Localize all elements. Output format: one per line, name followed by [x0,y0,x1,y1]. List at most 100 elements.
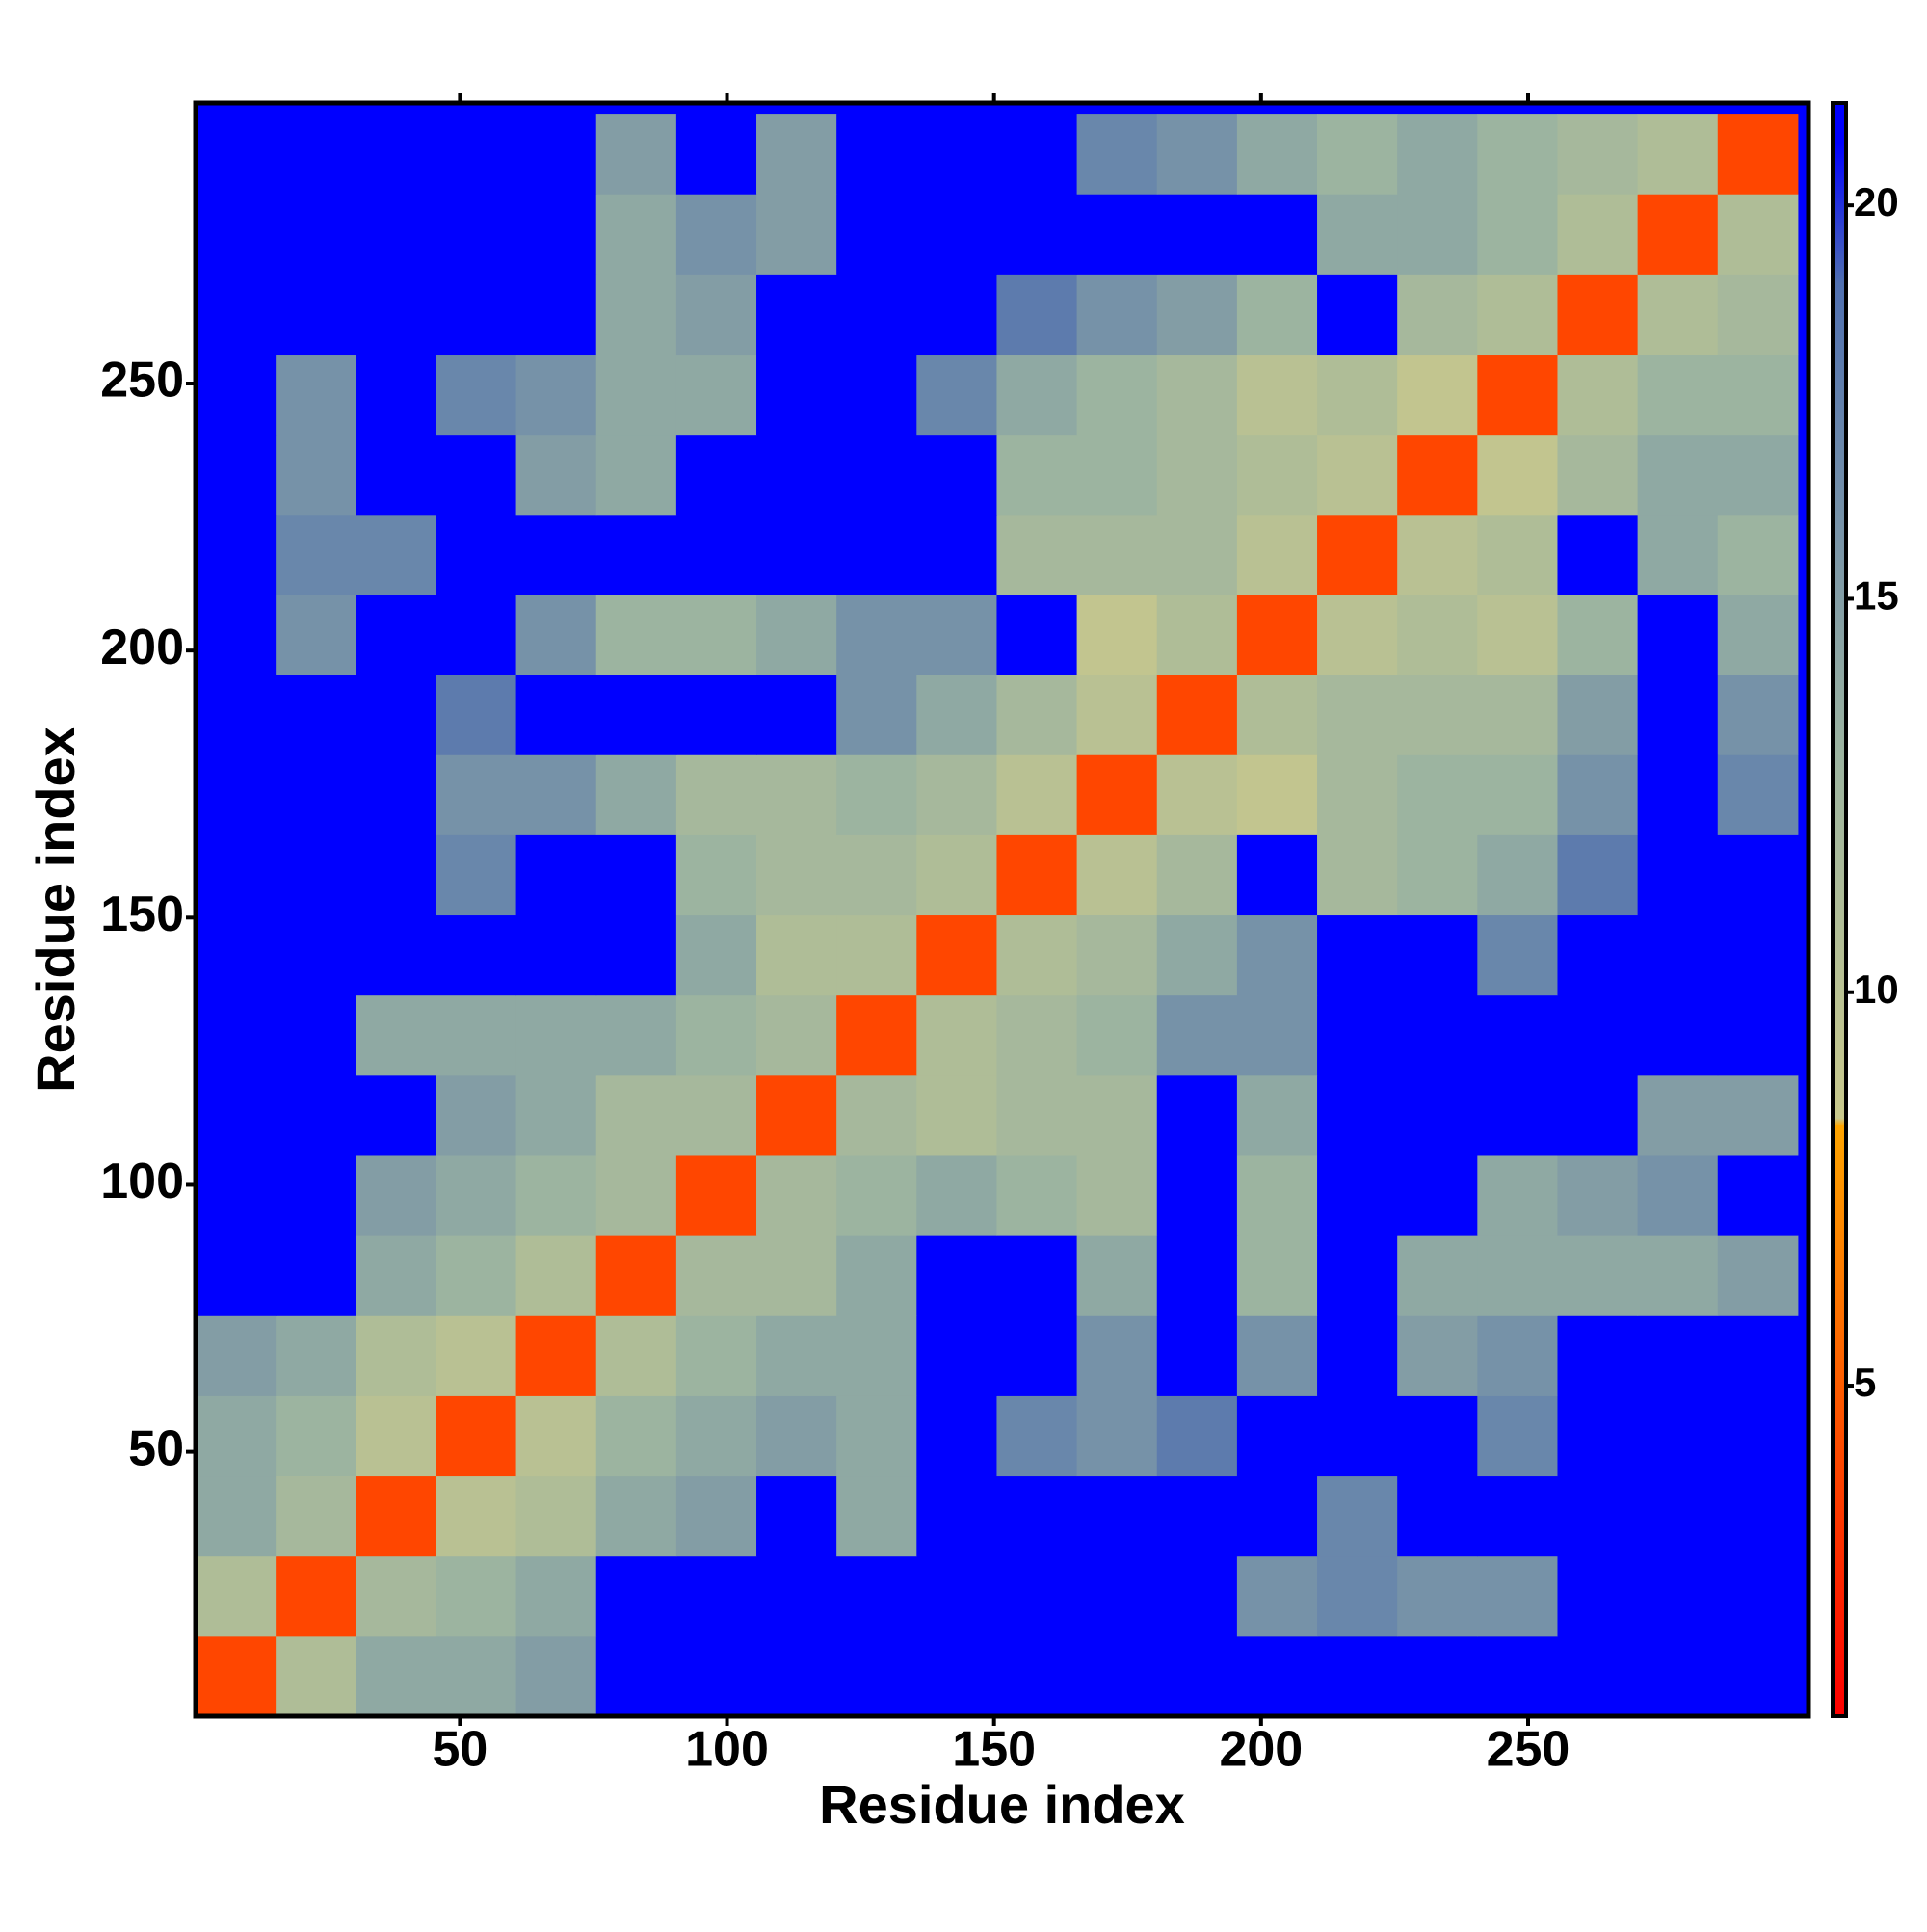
colorbar-tick-label: 20 [1854,179,1899,225]
heatmap-cell [196,1555,277,1637]
heatmap-cell [196,274,277,356]
heatmap-cell [1637,1395,1719,1477]
heatmap-cell [1717,754,1799,835]
heatmap-cell [595,994,677,1076]
heatmap-cell [1557,194,1639,275]
y-tick-label: 100 [100,1153,184,1209]
heatmap-cell [1477,914,1558,996]
heatmap-cell [1156,274,1238,356]
heatmap-cell [436,594,517,675]
y-tick-label: 250 [100,353,184,409]
heatmap-cell [515,354,597,436]
heatmap-cell [916,675,997,755]
heatmap-cell [196,1154,277,1236]
heatmap-cell [196,514,277,595]
heatmap-cell [515,1074,597,1156]
heatmap-cell [916,274,997,356]
heatmap-cell [1397,1635,1478,1717]
heatmap-cell [1156,1395,1238,1477]
heatmap-cell [196,434,277,516]
heatmap-cell [675,114,757,195]
heatmap-cell [756,434,837,516]
heatmap-cell [1717,1555,1799,1637]
heatmap-cell [996,914,1078,996]
heatmap-cell [675,834,757,916]
heatmap-cell [1156,434,1238,516]
heatmap-cell [1717,354,1799,436]
heatmap-cell [1076,434,1158,516]
heatmap-cell [1557,114,1639,195]
heatmap-cell [836,594,917,675]
heatmap-cell [595,594,677,675]
heatmap-cell [1317,1074,1398,1156]
heatmap-cell [1637,354,1719,436]
heatmap-cell [356,354,436,436]
heatmap-cell [1236,1555,1318,1637]
heatmap-cell [1717,1074,1799,1156]
heatmap-cell [1637,194,1719,275]
heatmap-cell [1317,675,1398,755]
heatmap-cell [1317,434,1398,516]
heatmap-cell [756,994,837,1076]
heatmap-cell [1076,274,1158,356]
heatmap-cell [1236,754,1318,835]
heatmap-cell [1076,754,1158,835]
heatmap-cell [436,994,517,1076]
heatmap-cell [1637,914,1719,996]
heatmap-cell [1236,114,1318,195]
heatmap-cell [1557,1154,1639,1236]
heatmap-cell [756,1635,837,1717]
heatmap-cell [1397,914,1478,996]
heatmap-cell [1717,834,1799,916]
heatmap-cell [595,914,677,996]
heatmap-cell [1156,1315,1238,1396]
heatmap-cell [756,1475,837,1557]
heatmap-cell [595,194,677,275]
heatmap-cell [595,434,677,516]
x-tick-label: 100 [685,1722,769,1778]
heatmap-cell [515,1154,597,1236]
heatmap-cell [916,994,997,1076]
heatmap-cell [996,834,1078,916]
heatmap-cell [276,675,356,755]
heatmap-cell [1076,114,1158,195]
heatmap-cell [356,1235,436,1316]
heatmap-cell [1076,834,1158,916]
heatmap-cell [916,1635,997,1717]
x-tick-label: 50 [432,1722,488,1778]
heatmap-cell [276,914,356,996]
heatmap-cell [675,914,757,996]
heatmap-cell [515,274,597,356]
heatmap-cell [1076,1154,1158,1236]
heatmap-cell [836,1555,917,1637]
heatmap-cell [595,1635,677,1717]
heatmap-cell [1637,1475,1719,1557]
heatmap-cell [1156,1154,1238,1236]
heatmap-cell [276,1555,356,1637]
heatmap-cell [356,1555,436,1637]
heatmap-cell [1236,1235,1318,1316]
heatmap-cell [515,194,597,275]
heatmap-cell [1637,514,1719,595]
heatmap-cell [836,1475,917,1557]
heatmap-cell [1076,914,1158,996]
heatmap-cell [356,194,436,275]
heatmap-cell [1637,754,1719,835]
heatmap-cell [1317,1235,1398,1316]
heatmap-cell [916,434,997,516]
heatmap-cell [756,594,837,675]
heatmap-cell [515,594,597,675]
heatmap-cell [916,1074,997,1156]
heatmap-cell [436,1395,517,1477]
heatmap-cell [1317,1315,1398,1396]
heatmap-cell [1477,1315,1558,1396]
heatmap-cell [1076,1555,1158,1637]
heatmap-cell [196,1475,277,1557]
heatmap-cell [1156,354,1238,436]
heatmap-cell [996,514,1078,595]
heatmap-cell [1397,1154,1478,1236]
heatmap-cell [276,354,356,436]
heatmap-cell [1717,594,1799,675]
heatmap-cell [1397,675,1478,755]
heatmap-cell [1076,1235,1158,1316]
